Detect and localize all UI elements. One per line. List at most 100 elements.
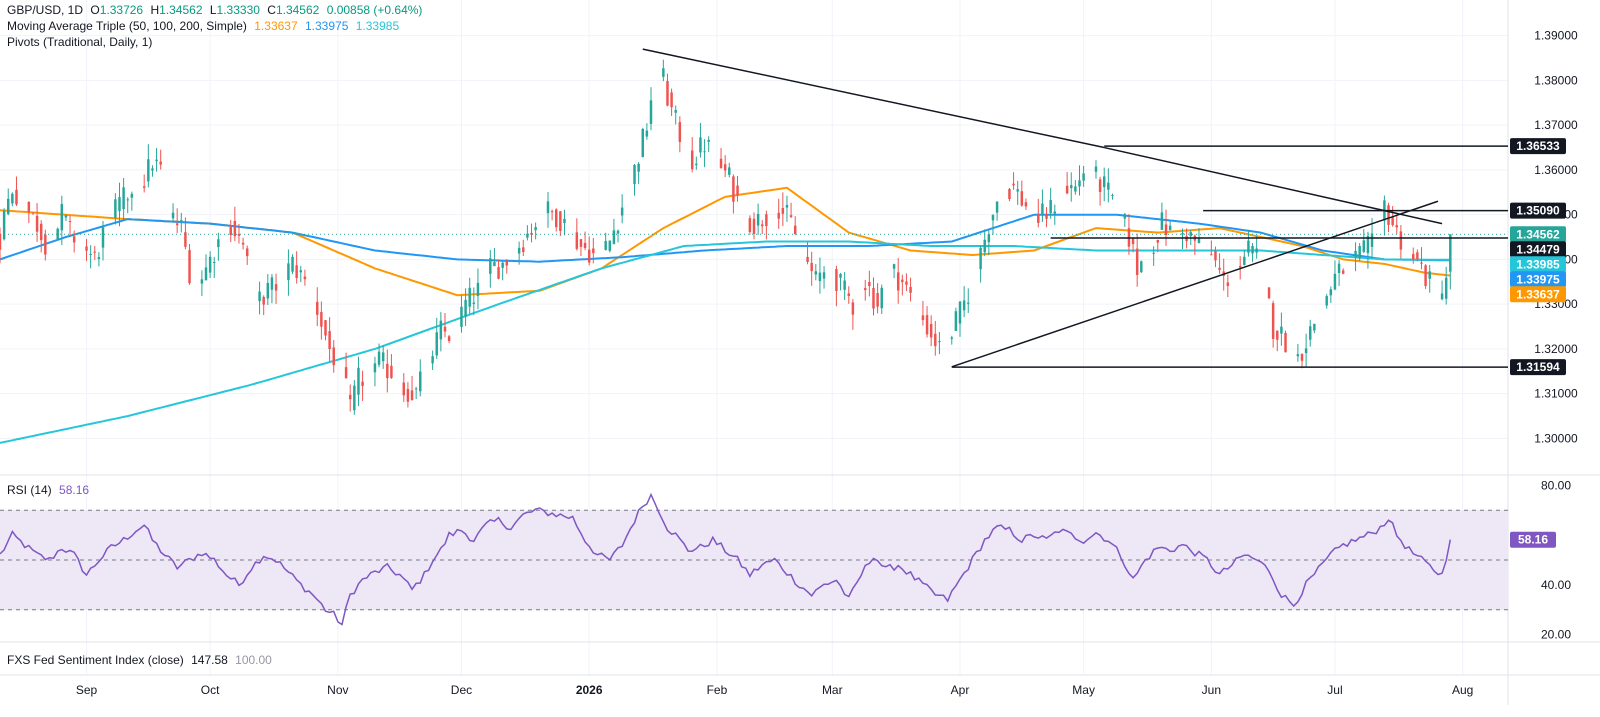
candle-body[interactable] bbox=[637, 163, 640, 172]
candle-body[interactable] bbox=[876, 293, 879, 307]
candle-body[interactable] bbox=[707, 139, 710, 142]
candle-body[interactable] bbox=[126, 199, 129, 201]
candle-body[interactable] bbox=[987, 234, 991, 243]
candle-body[interactable] bbox=[72, 236, 76, 243]
candle-body[interactable] bbox=[1391, 216, 1394, 226]
candle-body[interactable] bbox=[348, 394, 352, 400]
candle-body[interactable] bbox=[732, 176, 735, 202]
candle-body[interactable] bbox=[299, 270, 303, 273]
candle-body[interactable] bbox=[979, 247, 982, 270]
candle-body[interactable] bbox=[1238, 265, 1242, 268]
candle-body[interactable] bbox=[237, 233, 241, 236]
candle-body[interactable] bbox=[287, 263, 290, 281]
candle-body[interactable] bbox=[645, 130, 649, 137]
candle-body[interactable] bbox=[44, 234, 47, 255]
candle-body[interactable] bbox=[575, 232, 579, 249]
candle-body[interactable] bbox=[1037, 213, 1040, 223]
candle-body[interactable] bbox=[1358, 245, 1361, 259]
candle-body[interactable] bbox=[1197, 237, 1201, 244]
candle-body[interactable] bbox=[295, 265, 298, 279]
candle-body[interactable] bbox=[332, 347, 335, 366]
candle-body[interactable] bbox=[1247, 240, 1250, 253]
candle-body[interactable] bbox=[728, 167, 731, 175]
candle-body[interactable] bbox=[864, 288, 867, 291]
candle-body[interactable] bbox=[967, 302, 970, 304]
candle-body[interactable] bbox=[1416, 252, 1419, 260]
candle-body[interactable] bbox=[958, 301, 962, 324]
candle-body[interactable] bbox=[0, 233, 2, 250]
candle-body[interactable] bbox=[266, 282, 270, 299]
candle-body[interactable] bbox=[1111, 195, 1114, 197]
candle-body[interactable] bbox=[1102, 176, 1106, 188]
candle-body[interactable] bbox=[1411, 253, 1415, 260]
candle-body[interactable] bbox=[896, 272, 900, 291]
candle-body[interactable] bbox=[233, 220, 237, 237]
candle-body[interactable] bbox=[381, 352, 385, 362]
candle-body[interactable] bbox=[583, 242, 587, 249]
candle-body[interactable] bbox=[880, 287, 883, 309]
candle-body[interactable] bbox=[522, 247, 525, 253]
candle-body[interactable] bbox=[1370, 233, 1374, 247]
candle-body[interactable] bbox=[1226, 282, 1230, 286]
candle-body[interactable] bbox=[563, 218, 566, 224]
candle-body[interactable] bbox=[497, 267, 500, 279]
candle-body[interactable] bbox=[472, 302, 476, 304]
candle-body[interactable] bbox=[604, 240, 607, 251]
candle-body[interactable] bbox=[460, 306, 463, 327]
candle-body[interactable] bbox=[180, 220, 183, 222]
trendline[interactable] bbox=[642, 48, 1105, 149]
candle-body[interactable] bbox=[752, 218, 756, 234]
candle-body[interactable] bbox=[171, 212, 175, 219]
candle-body[interactable] bbox=[921, 315, 925, 321]
candle-body[interactable] bbox=[839, 274, 842, 278]
candle-body[interactable] bbox=[1449, 234, 1452, 272]
candle-body[interactable] bbox=[489, 258, 492, 274]
candle-body[interactable] bbox=[991, 214, 995, 221]
candle-body[interactable] bbox=[1123, 214, 1127, 219]
candle-body[interactable] bbox=[822, 272, 826, 279]
candle-body[interactable] bbox=[608, 240, 612, 251]
candle-body[interactable] bbox=[1271, 303, 1275, 340]
candle-body[interactable] bbox=[633, 165, 636, 185]
candle-body[interactable] bbox=[793, 225, 797, 234]
candle-body[interactable] bbox=[93, 251, 97, 253]
candle-body[interactable] bbox=[1160, 212, 1164, 230]
candle-body[interactable] bbox=[1284, 332, 1287, 353]
rsi-pane[interactable]: 20.00 40.00 80.00 bbox=[0, 478, 1571, 642]
candle-body[interactable] bbox=[184, 232, 187, 247]
candle-body[interactable] bbox=[175, 223, 179, 226]
candle-body[interactable] bbox=[151, 168, 154, 171]
candle-body[interactable] bbox=[962, 300, 966, 311]
candle-body[interactable] bbox=[818, 272, 822, 282]
candle-body[interactable] bbox=[905, 281, 908, 285]
candle-body[interactable] bbox=[159, 161, 162, 165]
candle-body[interactable] bbox=[2, 210, 6, 240]
candle-body[interactable] bbox=[324, 320, 327, 336]
candle-body[interactable] bbox=[64, 215, 68, 218]
candle-body[interactable] bbox=[328, 331, 331, 349]
candle-body[interactable] bbox=[1053, 211, 1057, 214]
candle-body[interactable] bbox=[435, 332, 438, 356]
candle-body[interactable] bbox=[1296, 354, 1300, 357]
candle-body[interactable] bbox=[1308, 326, 1312, 340]
candle-body[interactable] bbox=[1135, 248, 1139, 276]
candle-body[interactable] bbox=[1313, 323, 1316, 331]
candle-body[interactable] bbox=[1255, 248, 1258, 253]
candle-body[interactable] bbox=[781, 207, 785, 214]
candle-body[interactable] bbox=[843, 280, 846, 290]
candle-body[interactable] bbox=[765, 214, 768, 227]
candle-body[interactable] bbox=[11, 193, 14, 204]
candle-body[interactable] bbox=[666, 81, 669, 106]
candle-body[interactable] bbox=[835, 269, 838, 292]
candle-body[interactable] bbox=[983, 239, 986, 253]
candle-body[interactable] bbox=[1078, 180, 1081, 187]
candle-body[interactable] bbox=[674, 110, 677, 113]
candle-body[interactable] bbox=[217, 239, 220, 248]
candle-body[interactable] bbox=[1094, 166, 1098, 172]
candle-body[interactable] bbox=[1065, 185, 1069, 194]
candle-body[interactable] bbox=[320, 312, 323, 327]
candle-body[interactable] bbox=[1366, 235, 1370, 254]
candle-body[interactable] bbox=[200, 279, 204, 284]
candle-body[interactable] bbox=[909, 286, 912, 293]
